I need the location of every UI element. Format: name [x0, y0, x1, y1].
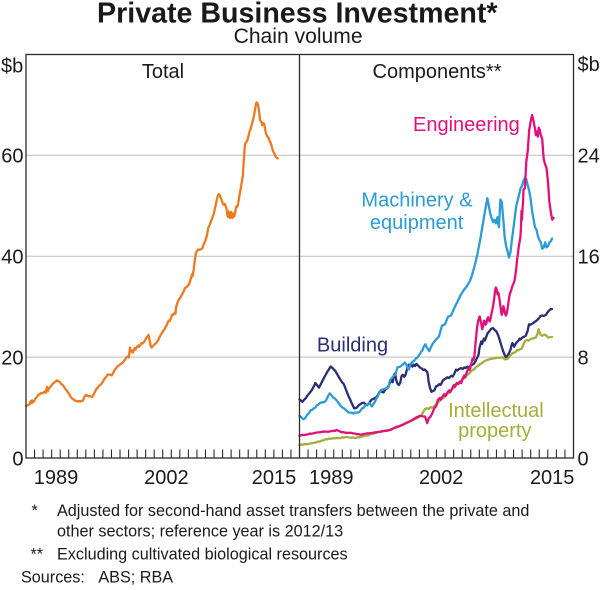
svg-text:Excluding cultivated biologica: Excluding cultivated biological resource… — [57, 546, 348, 564]
svg-text:24: 24 — [578, 146, 600, 168]
svg-text:1989: 1989 — [34, 467, 79, 489]
svg-text:Engineering: Engineering — [413, 114, 520, 136]
svg-text:8: 8 — [578, 347, 589, 369]
svg-text:0: 0 — [578, 448, 589, 470]
svg-text:2002: 2002 — [419, 467, 464, 489]
svg-text:Intellectual: Intellectual — [448, 400, 544, 422]
svg-text:other sectors; reference year: other sectors; reference year is 2012/13 — [57, 523, 343, 541]
svg-text:2002: 2002 — [144, 467, 189, 489]
svg-text:Adjusted for second-hand asset: Adjusted for second-hand asset transfers… — [57, 502, 529, 520]
svg-text:Total: Total — [142, 61, 184, 83]
svg-text:*: * — [32, 502, 39, 520]
svg-text:**: ** — [31, 546, 44, 564]
svg-text:Machinery &: Machinery & — [361, 189, 473, 211]
svg-text:1989: 1989 — [309, 467, 354, 489]
svg-text:$b: $b — [1, 56, 23, 78]
svg-text:20: 20 — [1, 347, 23, 369]
svg-text:property: property — [458, 420, 531, 442]
svg-text:Sources: ABS; RBA: Sources: ABS; RBA — [21, 568, 173, 586]
svg-text:16: 16 — [578, 247, 600, 269]
svg-text:Chain volume: Chain volume — [234, 25, 363, 48]
svg-text:equipment: equipment — [370, 212, 464, 234]
svg-text:Private Business Investment*: Private Business Investment* — [97, 0, 498, 29]
svg-text:$b: $b — [578, 54, 600, 76]
svg-text:Building: Building — [317, 335, 388, 357]
svg-text:2015: 2015 — [530, 467, 575, 489]
svg-text:60: 60 — [1, 146, 23, 168]
svg-text:2015: 2015 — [252, 467, 297, 489]
svg-text:40: 40 — [1, 247, 23, 269]
svg-text:Components**: Components** — [373, 61, 502, 83]
svg-text:0: 0 — [12, 448, 23, 470]
